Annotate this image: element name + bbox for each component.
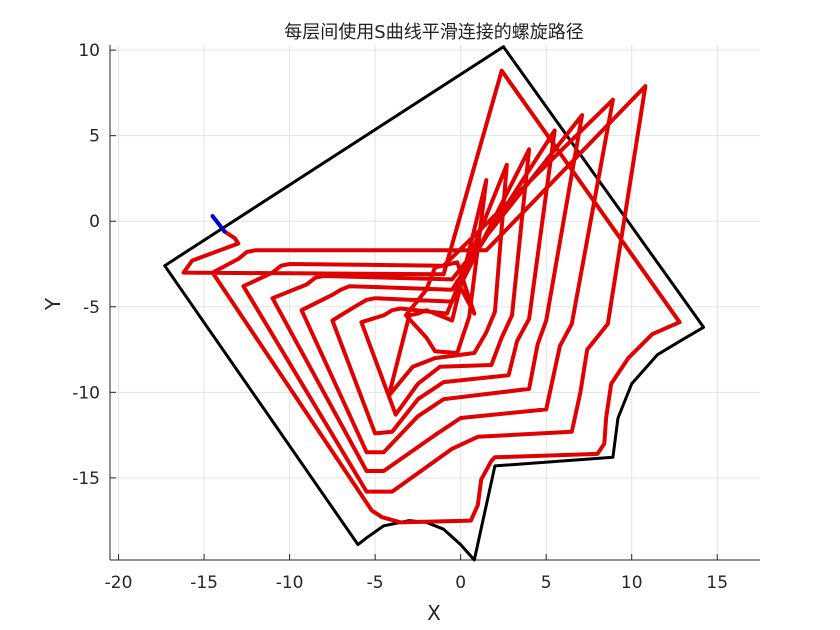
x-tick-label: 5 <box>541 573 552 593</box>
y-tick-label: -15 <box>72 469 100 489</box>
x-tick-labels: -20 -15 -10 -5 0 5 10 15 <box>105 573 728 593</box>
y-tick-label: -5 <box>83 298 100 318</box>
x-tick-label: -20 <box>105 573 133 593</box>
y-tick-labels: 10 5 0 -5 -10 -15 <box>72 41 100 489</box>
x-tick-label: -10 <box>276 573 304 593</box>
series-layer <box>163 45 706 562</box>
entry-path <box>210 214 227 234</box>
y-tick-label: 0 <box>89 212 100 232</box>
y-axis-title: Y <box>41 297 65 311</box>
x-tick-label: 10 <box>621 573 643 593</box>
axes <box>109 45 760 561</box>
chart-title: 每层间使用S曲线平滑连接的螺旋路径 <box>284 22 583 43</box>
x-tick-label: 15 <box>706 573 728 593</box>
boundary-path <box>163 45 706 562</box>
y-tick-label: -10 <box>72 383 100 403</box>
x-tick-label: -5 <box>367 573 384 593</box>
x-axis-title: X <box>427 601 441 625</box>
x-tick-label: 0 <box>455 573 466 593</box>
y-tick-label: 10 <box>78 41 100 61</box>
y-tick-label: 5 <box>89 127 100 147</box>
spiral-path <box>181 68 682 525</box>
x-tick-label: -15 <box>190 573 218 593</box>
